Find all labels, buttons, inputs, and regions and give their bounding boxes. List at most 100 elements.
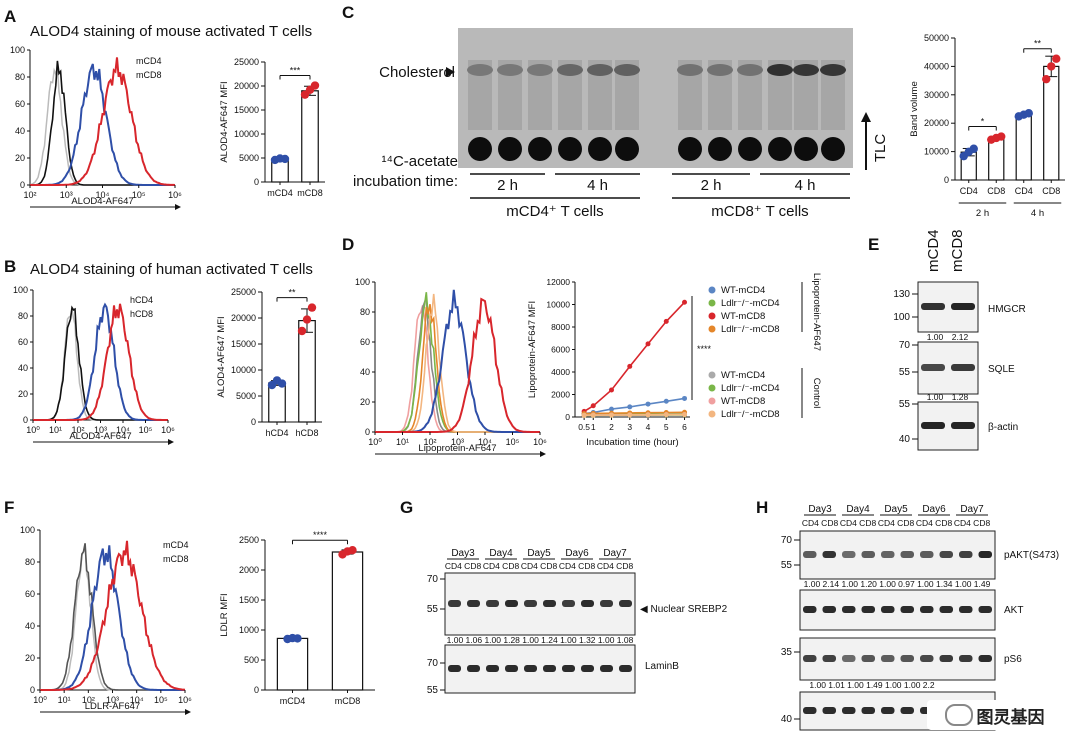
g-lane-pair-4: CD4 CD8 [597, 561, 634, 571]
e-blot-sqle-band-0 [921, 364, 945, 371]
watermark-text: 图灵基因 [976, 707, 1045, 727]
f-hist-arrowhead [185, 709, 191, 715]
f-hist-ytick-label: 0 [30, 685, 35, 695]
d-hist-ytick-label: 80 [360, 307, 370, 317]
b-hist-curve-2 [33, 302, 168, 421]
c-bar-xtick-label: CD8 [987, 186, 1005, 196]
d-bracket-ctrl-label: Control [811, 378, 822, 409]
h-blot-pakt-band-5 [900, 551, 914, 558]
g-blot-srebp2-band-2 [486, 600, 499, 607]
c-tlc-origin-spot-9 [768, 137, 792, 161]
g-blot-srebp2-band-9 [619, 600, 632, 607]
h-marker-3: 40 [781, 714, 793, 725]
a-bar-ytick-label: 15000 [234, 105, 259, 115]
d-series-point-7-6 [682, 412, 688, 418]
e-blot-actin-band-1 [951, 422, 975, 429]
a-hist-ytick-label: 60 [15, 99, 25, 109]
h-blot-ps6-band-3 [861, 655, 875, 662]
a-hist-xlabel: ALOD4-AF647 [71, 196, 133, 207]
h-blot-pakt-band-1 [822, 551, 836, 558]
f-bar-ytick-label: 2000 [239, 565, 259, 575]
d-series-point-0-2 [609, 406, 615, 412]
g-marker-0: 70 [427, 574, 439, 585]
d-series-point-7-1 [590, 412, 596, 418]
g-marker-3: 55 [427, 685, 439, 696]
h-blot-pakt-band-8 [959, 551, 973, 558]
c-dot-0-2 [969, 144, 978, 153]
panel-b-legend-hcd4: hCD4 [130, 295, 153, 305]
h-blot-ps6-band-8 [959, 655, 973, 662]
d-legend-lipo-3: Ldlr⁻/⁻-mCD8 [721, 324, 780, 335]
d-hist-xtick-label: 10² [423, 437, 436, 447]
g-day-3: Day6 [565, 548, 589, 559]
b-dot-1-2 [307, 303, 317, 312]
panel-b-legend-hcd8: hCD8 [130, 309, 153, 319]
g-blot-laminb-band-1 [467, 665, 480, 672]
d-legend-ctrl-3: Ldlr⁻/⁻-mCD8 [721, 409, 780, 420]
f-bar-ytick-label: 1500 [239, 595, 259, 605]
g-lane-pair-0: CD4 CD8 [445, 561, 482, 571]
b-bar-1 [298, 320, 316, 423]
f-bar-ytick-label: 0 [254, 685, 259, 695]
e-protein-sqle: SQLE [988, 364, 1015, 375]
h-blot-akt-band-9 [978, 606, 992, 613]
e-blot-hmgcr-band-1 [951, 303, 975, 310]
h-blot-ps6-band-0 [803, 655, 817, 662]
b-hist-ytick-label: 60 [18, 337, 28, 347]
h-marker-1: 55 [781, 560, 793, 571]
b-hist-xtick-label: 10¹ [49, 425, 62, 435]
c-tlc-label: TLC [872, 134, 889, 163]
h-day-2: Day5 [884, 504, 908, 515]
a-bar-ytick-label: 0 [254, 177, 259, 187]
d-legend-lipo-marker-1 [708, 299, 716, 307]
c-tlc-origin-spot-5 [615, 137, 639, 161]
g-blot-laminb-band-3 [505, 665, 518, 672]
d-line-ytick-label: 8000 [551, 322, 570, 332]
g-blot-srebp2-band-7 [581, 600, 594, 607]
c-sig-stars: * [981, 117, 985, 127]
panel-a-legend-mcd8: mCD8 [136, 70, 162, 80]
b-bar-ytick-label: 0 [251, 417, 256, 427]
c-time-label-2: 2 h [701, 177, 722, 194]
h-marker-2: 35 [781, 647, 793, 658]
h-lane-pair-2: CD4 CD8 [878, 518, 915, 528]
e-protein-actin: β-actin [988, 422, 1018, 433]
e-ratio-sqle-cd8: 1.28 [952, 392, 969, 402]
d-hist-ytick-label: 100 [355, 277, 370, 287]
d-line-xlabel: Incubation time (hour) [586, 437, 678, 448]
h-lane-pair-3: CD4 CD8 [916, 518, 953, 528]
e-marker-3: 55 [899, 367, 911, 378]
a-hist-ytick-label: 100 [10, 45, 25, 55]
g-blot-laminb-band-2 [486, 665, 499, 672]
d-hist-ytick-label: 40 [360, 367, 370, 377]
c-xgroup-2h: 2 h [976, 208, 989, 219]
wechat-icon [944, 704, 973, 726]
d-series-line-7 [584, 413, 685, 417]
b-bar-ytick-label: 20000 [231, 313, 256, 323]
e-blot-sqle-band-1 [951, 364, 975, 371]
d-line-ytick-label: 12000 [546, 277, 570, 287]
b-bar-ytick-label: 25000 [231, 287, 256, 297]
c-tlc-cholesterol-spot-2 [527, 64, 553, 76]
f-hist-curve-0 [40, 544, 185, 691]
d-series-point-2-3 [627, 363, 633, 369]
d-line-ytick-label: 6000 [551, 345, 570, 355]
c-bar-ytick-label: 0 [944, 175, 949, 185]
b-hist-xtick-label: 10⁵ [139, 425, 153, 435]
g-blot-laminb-band-6 [562, 665, 575, 672]
c-time-label-0: 2 h [497, 177, 518, 194]
d-legend-lipo-marker-2 [708, 312, 716, 320]
c-dot-1-2 [997, 132, 1006, 141]
d-hist-ytick-label: 20 [360, 397, 370, 407]
f-hist-ytick-label: 100 [20, 525, 35, 535]
h-day-1: Day4 [846, 504, 870, 515]
f-bar-1 [331, 551, 364, 691]
b-sig-stars: ** [288, 288, 296, 298]
g-day-2: Day5 [527, 548, 551, 559]
d-series-point-0-5 [663, 398, 669, 404]
c-group-cd4: mCD4⁺ T cells [506, 203, 603, 220]
c-tlc-cholesterol-spot-8 [737, 64, 763, 76]
d-series-point-7-3 [627, 412, 633, 418]
b-hist-xtick-label: 10² [71, 425, 84, 435]
watermark: 图灵基因 [927, 700, 1062, 730]
